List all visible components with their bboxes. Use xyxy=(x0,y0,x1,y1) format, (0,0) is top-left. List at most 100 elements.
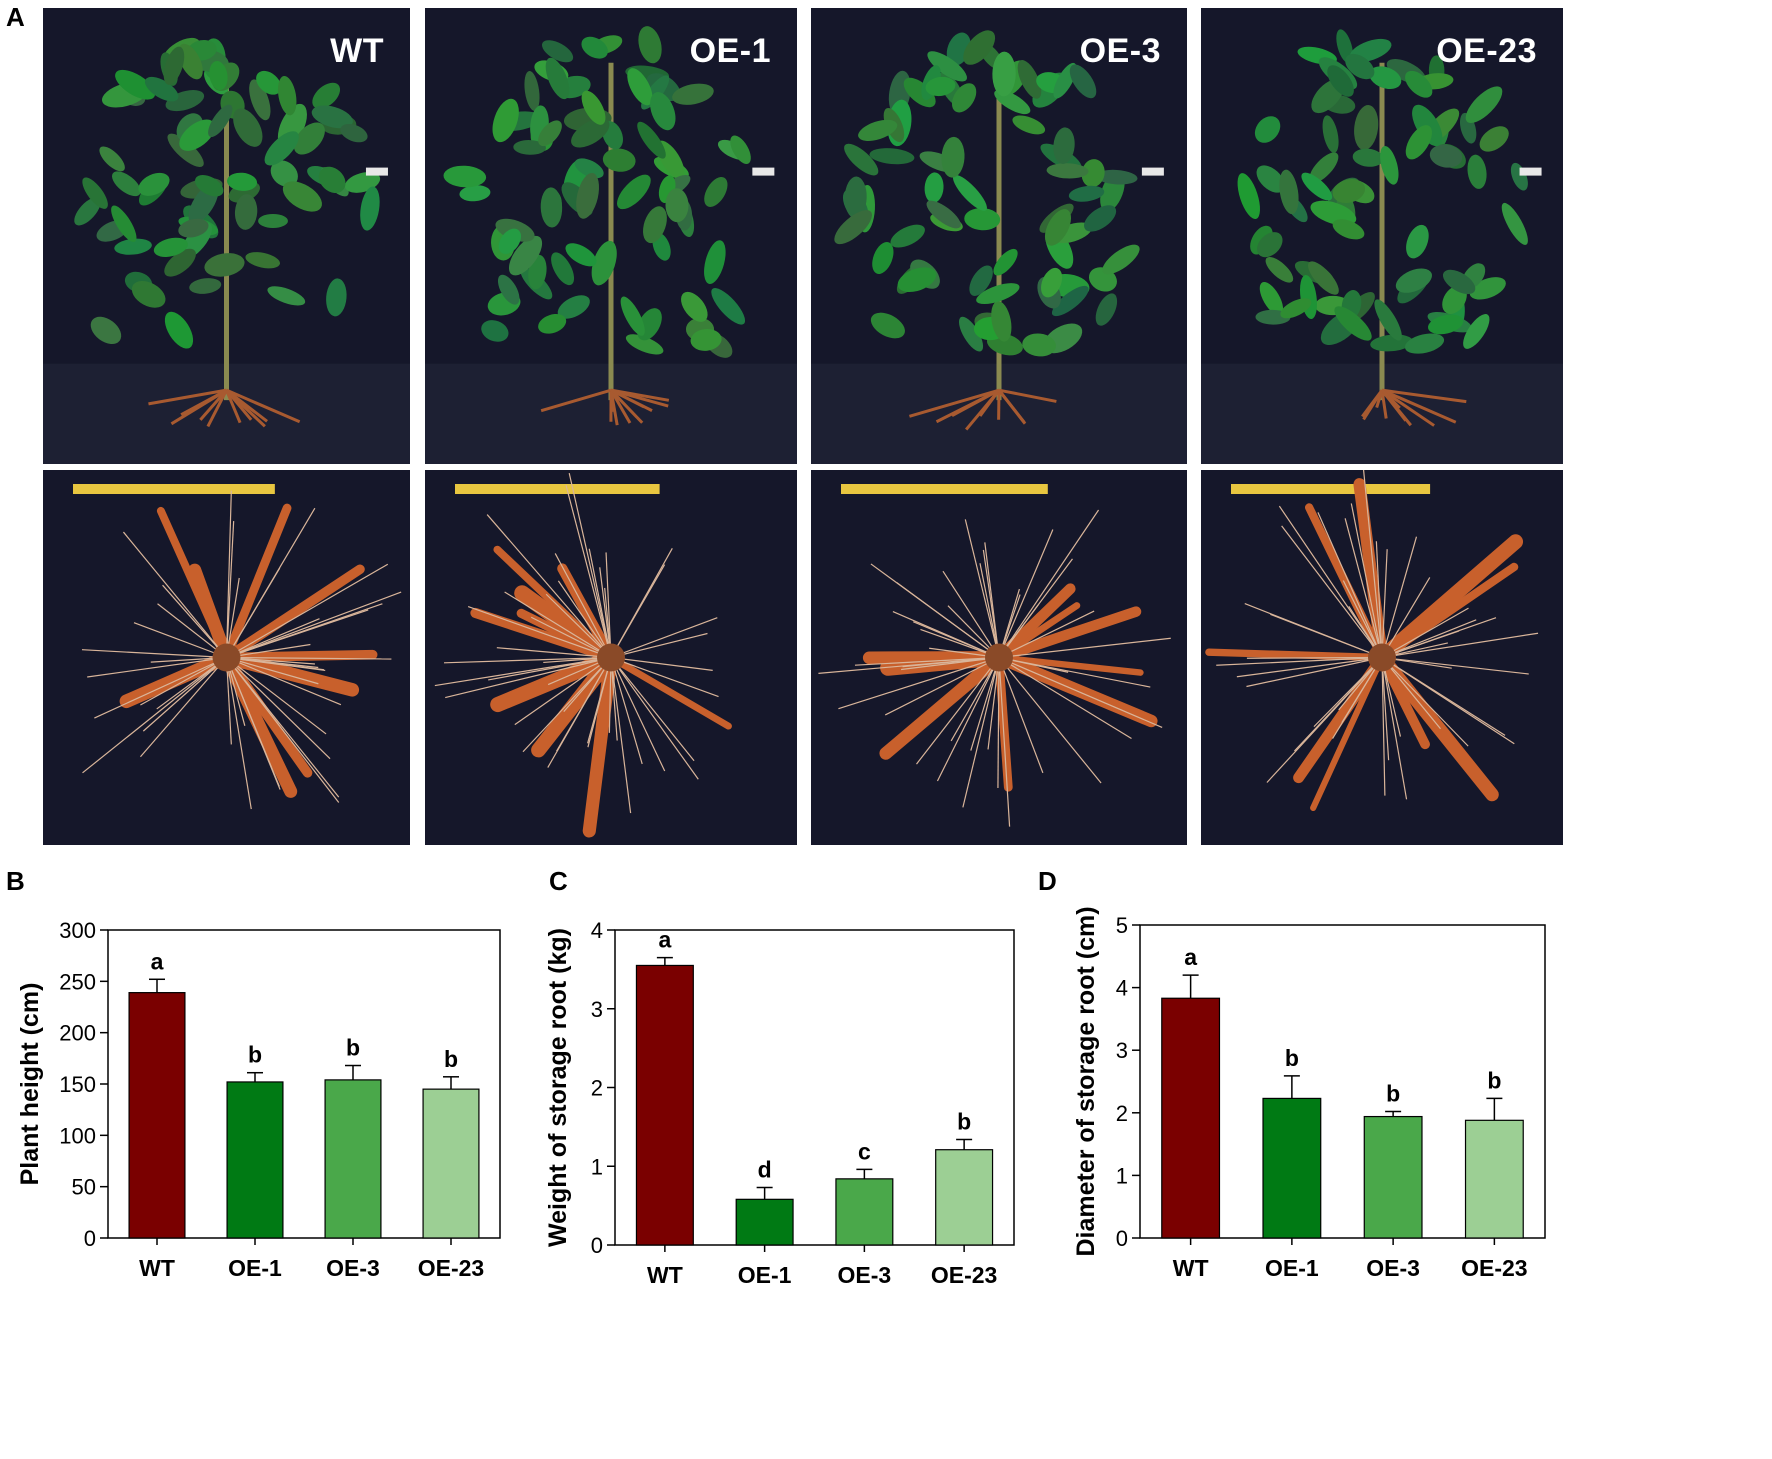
x-category-label: OE-3 xyxy=(326,1255,380,1281)
bar-oe-23 xyxy=(1464,1119,1524,1239)
significance-letter: d xyxy=(758,1157,772,1183)
storage-root-illustration xyxy=(434,472,732,838)
y-tick-label: 0 xyxy=(1116,1226,1128,1251)
significance-letter: c xyxy=(858,1138,871,1164)
significance-letter: a xyxy=(151,948,164,974)
storage-roots xyxy=(1205,470,1539,812)
photo-oe1-root xyxy=(425,470,797,845)
storage-roots xyxy=(81,490,402,810)
photo-oe3-root xyxy=(811,470,1187,845)
y-axis-label: Diameter of storage root (cm) xyxy=(1072,906,1100,1256)
x-category-label: OE-1 xyxy=(738,1262,792,1288)
ruler xyxy=(455,484,660,494)
x-category-label: OE-3 xyxy=(838,1262,892,1288)
x-category-label: OE-3 xyxy=(1366,1255,1420,1281)
y-tick-label: 1 xyxy=(591,1154,603,1179)
scale-tag xyxy=(752,167,775,176)
y-tick-label: 2 xyxy=(1116,1101,1128,1126)
storage-roots xyxy=(818,509,1171,827)
x-category-label: OE-1 xyxy=(228,1255,282,1281)
storage-root-illustration xyxy=(1205,470,1539,812)
y-tick-label: 5 xyxy=(1116,913,1128,938)
ruler xyxy=(841,484,1048,494)
y-tick-label: 4 xyxy=(591,918,603,943)
bar-oe-1 xyxy=(226,1081,284,1239)
significance-letter: a xyxy=(1184,944,1197,970)
panel-letter-b: B xyxy=(6,866,25,896)
root-cluster xyxy=(909,388,1057,431)
scale-tag xyxy=(365,167,388,176)
leaf-canopy xyxy=(74,37,381,349)
panel-letter-c: C xyxy=(549,866,568,896)
y-tick-label: 200 xyxy=(59,1021,96,1046)
panel-letter-d: D xyxy=(1038,866,1057,896)
y-tick-label: 3 xyxy=(591,997,603,1022)
y-tick-label: 50 xyxy=(72,1175,96,1200)
significance-letter: a xyxy=(658,927,671,953)
photo-label-oe23: OE-23 xyxy=(1436,32,1537,70)
x-category-label: OE-23 xyxy=(418,1255,484,1281)
photo-wt-root xyxy=(43,470,410,845)
x-category-label: OE-23 xyxy=(1461,1255,1527,1281)
bar-wt xyxy=(1161,997,1221,1239)
significance-letter: b xyxy=(1386,1081,1400,1107)
x-category-label: WT xyxy=(647,1262,683,1288)
y-tick-label: 100 xyxy=(59,1123,96,1148)
x-category-label: OE-23 xyxy=(931,1262,997,1288)
plant-shoot-illustration xyxy=(811,30,1187,464)
y-axis-label: Plant height (cm) xyxy=(16,983,44,1186)
ruler xyxy=(73,484,275,494)
y-tick-label: 3 xyxy=(1116,1038,1128,1063)
leaf-canopy xyxy=(1237,29,1528,354)
x-category-label: WT xyxy=(139,1255,175,1281)
y-tick-label: 0 xyxy=(591,1233,603,1258)
bar-oe-3 xyxy=(1363,1115,1423,1239)
scale-tag xyxy=(1519,167,1542,176)
photo-label-wt: WT xyxy=(330,32,384,70)
plot-frame xyxy=(1139,924,1546,1239)
plant-shoot-illustration xyxy=(1201,29,1563,464)
x-category-label: WT xyxy=(1173,1255,1209,1281)
y-tick-label: 300 xyxy=(59,918,96,943)
panel-letter-a: A xyxy=(6,2,25,32)
photo-oe23-root xyxy=(1201,470,1563,845)
y-tick-label: 4 xyxy=(1116,976,1128,1001)
ruler xyxy=(1231,484,1431,494)
y-tick-label: 0 xyxy=(84,1226,96,1251)
x-category-label: OE-1 xyxy=(1265,1255,1319,1281)
bar-oe-1 xyxy=(735,1198,794,1246)
photo-wt-shoot: WT xyxy=(43,8,410,464)
photo-oe3-shoot: OE-3 xyxy=(811,8,1187,464)
y-tick-label: 1 xyxy=(1116,1163,1128,1188)
root-cluster xyxy=(1361,388,1467,427)
plant-shoot-illustration xyxy=(425,26,797,464)
significance-letter: b xyxy=(1487,1067,1501,1093)
storage-root-illustration xyxy=(73,484,402,810)
bar-oe-3 xyxy=(324,1079,382,1239)
significance-letter: b xyxy=(1285,1045,1299,1071)
photo-oe23-shoot: OE-23 xyxy=(1201,8,1563,464)
leaf-canopy xyxy=(443,26,751,358)
significance-letter: b xyxy=(957,1108,971,1134)
y-axis-label: Weight of storage root (kg) xyxy=(544,928,572,1247)
y-tick-label: 2 xyxy=(591,1076,603,1101)
y-tick-label: 150 xyxy=(59,1072,96,1097)
storage-roots xyxy=(434,472,732,838)
bar-wt xyxy=(635,964,694,1246)
photo-label-oe3: OE-3 xyxy=(1079,32,1161,70)
y-tick-label: 250 xyxy=(59,969,96,994)
photo-oe1-shoot: OE-1 xyxy=(425,8,797,464)
root-cluster xyxy=(148,388,301,428)
significance-letter: b xyxy=(346,1035,360,1061)
photo-label-oe1: OE-1 xyxy=(689,32,771,70)
scale-tag xyxy=(1141,167,1164,176)
storage-root-illustration xyxy=(818,484,1171,827)
significance-letter: b xyxy=(444,1046,458,1072)
plant-shoot-illustration xyxy=(43,37,410,464)
bar-oe-1 xyxy=(1262,1097,1322,1239)
leaf-canopy xyxy=(834,30,1140,357)
significance-letter: b xyxy=(248,1042,262,1068)
